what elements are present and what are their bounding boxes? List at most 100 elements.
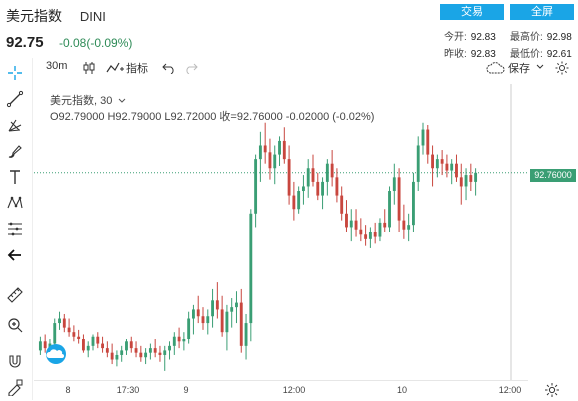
magnet-icon[interactable] xyxy=(6,352,24,370)
measure-lines-icon[interactable] xyxy=(6,220,24,238)
candle-body xyxy=(168,345,171,351)
lock-draw-icon[interactable] xyxy=(6,378,24,396)
x-tick: 17:30 xyxy=(116,385,140,395)
candle-body xyxy=(263,145,267,153)
brush-icon[interactable] xyxy=(6,142,24,160)
candle-body xyxy=(292,195,296,210)
candle xyxy=(125,339,128,355)
candle xyxy=(168,341,171,360)
candle-body xyxy=(311,168,315,182)
instrument-name: 美元指数 xyxy=(6,8,62,24)
redo-icon[interactable] xyxy=(184,62,198,74)
candle xyxy=(383,209,387,232)
candle xyxy=(67,318,71,337)
candle-body xyxy=(431,154,434,169)
text-icon[interactable] xyxy=(6,168,24,186)
candle-body xyxy=(373,232,377,237)
candle xyxy=(282,127,286,164)
save-button[interactable]: 保存 xyxy=(508,63,530,75)
candle-body xyxy=(297,191,301,210)
candle xyxy=(416,136,420,192)
axis-settings-gear-icon[interactable] xyxy=(542,381,562,399)
trend-line-icon[interactable] xyxy=(6,90,24,108)
candle xyxy=(82,334,85,353)
candle-body xyxy=(163,350,167,355)
stat-open: 今开: 92.83 xyxy=(444,28,496,43)
candle xyxy=(292,181,296,221)
candle xyxy=(316,172,320,201)
crosshair-icon[interactable] xyxy=(6,64,24,82)
candle-body xyxy=(440,159,444,164)
x-tick: 8 xyxy=(65,385,71,395)
candle xyxy=(230,298,234,328)
candle-body xyxy=(77,336,81,340)
fork-tool-icon[interactable] xyxy=(6,116,24,134)
drawing-toolbar xyxy=(0,58,33,400)
candle xyxy=(182,332,186,351)
candle-body xyxy=(397,177,401,221)
candle xyxy=(244,313,248,360)
candle-body xyxy=(196,309,200,317)
candle-body xyxy=(306,168,310,187)
candle xyxy=(440,150,444,176)
current-price: 92.75 xyxy=(6,34,44,51)
candle-body xyxy=(125,341,128,351)
candle-body xyxy=(153,348,157,353)
candle xyxy=(187,311,191,344)
candle-body xyxy=(172,336,176,346)
candle-body xyxy=(129,341,133,349)
candle xyxy=(311,154,315,187)
interval-selector[interactable]: 30m xyxy=(46,60,68,72)
stat-high: 最高价: 92.98 xyxy=(510,28,572,43)
candle-body xyxy=(392,177,396,192)
candle-body xyxy=(345,213,348,228)
ruler-icon[interactable] xyxy=(6,286,24,304)
candle xyxy=(62,313,66,333)
indicator-icon[interactable] xyxy=(106,61,124,75)
cloud-icon[interactable] xyxy=(486,62,506,74)
candle xyxy=(177,327,181,349)
candle-body xyxy=(340,195,344,214)
candle xyxy=(153,339,157,358)
candle-body xyxy=(335,177,339,196)
candle-body xyxy=(58,318,61,324)
candle xyxy=(435,154,439,178)
candle xyxy=(345,200,348,232)
candle xyxy=(464,168,468,201)
candle xyxy=(72,325,76,342)
back-arrow-icon[interactable] xyxy=(6,246,24,264)
candle xyxy=(211,288,214,328)
indicators-button[interactable]: 指标 xyxy=(126,63,148,75)
candle xyxy=(368,227,372,248)
candle-body xyxy=(383,222,387,228)
candle-body xyxy=(101,343,104,349)
candle xyxy=(268,138,272,180)
pattern-icon[interactable] xyxy=(6,194,24,212)
candle-body xyxy=(158,352,162,355)
chevron-down-icon[interactable] xyxy=(536,64,544,70)
candlestick-chart[interactable] xyxy=(34,84,528,380)
candle-body xyxy=(455,163,458,178)
candle-body xyxy=(67,327,71,333)
candle xyxy=(392,163,396,205)
candle-body xyxy=(215,300,219,310)
settings-gear-icon[interactable] xyxy=(554,60,570,76)
candle-type-icon[interactable] xyxy=(82,61,96,75)
stat-prev-value: 92.83 xyxy=(470,49,496,60)
candle-body xyxy=(110,352,114,360)
legend-chevron-icon[interactable] xyxy=(118,98,126,104)
candle-body xyxy=(192,309,195,319)
candle xyxy=(450,159,454,185)
trade-button[interactable]: 交易 xyxy=(440,4,504,20)
candle-body xyxy=(354,220,358,230)
candle-body xyxy=(244,323,248,346)
candle xyxy=(192,304,195,335)
zoom-in-icon[interactable] xyxy=(6,316,24,334)
candle-body xyxy=(62,318,66,328)
candle xyxy=(407,213,411,242)
candle xyxy=(421,122,425,155)
undo-icon[interactable] xyxy=(162,62,176,74)
fullscreen-button[interactable]: 全屏 xyxy=(510,4,574,20)
candle-body xyxy=(412,181,415,226)
candle xyxy=(302,175,305,205)
